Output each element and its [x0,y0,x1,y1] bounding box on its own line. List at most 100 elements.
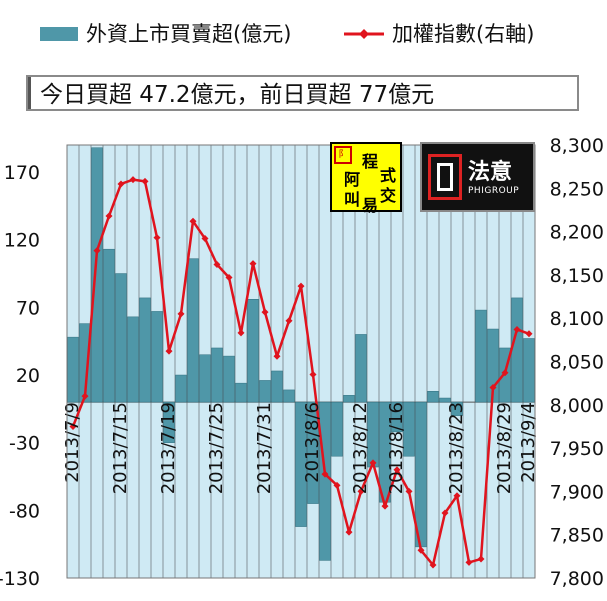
logo1-char: 阿 [344,170,361,189]
index-point [405,487,413,495]
bar [523,338,535,403]
bar [355,334,367,403]
bar [91,147,103,403]
bar [439,397,451,403]
y-right-tick-label: 8,050 [550,352,604,374]
index-point [69,422,77,430]
y-right-tick-label: 8,300 [550,135,604,157]
bar [223,355,235,403]
legend-line-label: 加權指數(右軸) [392,22,535,46]
bar [451,401,463,416]
y-left-tick-label: 120 [4,230,40,252]
summary-text: 今日買超 47.2億元，前日買超 77億元 [40,82,435,108]
index-point [333,481,341,489]
index-point [477,555,485,563]
index-point [429,561,437,569]
index-point [345,528,353,536]
logo1-char: 交 [380,186,397,205]
index-point [465,558,473,566]
bar [271,370,283,403]
index-point [81,392,89,400]
index-point [381,502,389,510]
y-left-tick-label: -30 [9,433,40,455]
logo2-brand: 法意 [468,160,513,185]
bar [511,297,523,403]
legend-bar-label: 外資上市買賣超(億元) [86,22,292,46]
index-point [525,330,533,338]
index-point [153,234,161,242]
x-tick-label: 2013/7/15 [110,402,131,494]
index-point [273,352,281,360]
legend-line-swatch [344,29,384,39]
grid-lines [67,145,535,578]
y-right-tick-label: 7,800 [550,568,604,590]
bar [211,347,223,403]
index-point [393,466,401,474]
bar [115,273,127,403]
bar [259,380,271,403]
bar [163,401,175,443]
index-point [261,308,269,316]
index-point [513,325,521,333]
index-point [417,546,425,554]
index-point [225,273,233,281]
right-axis-ticks: 7,800 7,850 7,900 7,950 8,000 8,050 8,100 8,150… [550,135,604,590]
index-point [129,176,137,184]
y-left-tick-label: -130 [0,568,40,590]
logo-tag-icon: 阝 [334,146,352,164]
bar [127,316,139,403]
y-right-tick-label: 8,250 [550,178,604,200]
legend-line-entry: 加權指數(右軸) [342,18,534,48]
y-left-tick-label: 20 [16,365,40,387]
y-left-tick-label: 170 [4,162,40,184]
phigroup-mark-icon [428,154,462,200]
bar [307,401,319,504]
x-tick-label: 2013/8/23 [446,402,467,494]
y-left-tick-label: 70 [16,297,40,319]
index-point [357,487,365,495]
x-axis-ticks: 2013/7/9 2013/7/15 2013/7/19 2013/7/25 2013/… [62,402,539,494]
x-tick-label: 2013/8/6 [302,402,323,483]
index-point [93,247,101,255]
x-tick-label: 2013/7/19 [158,402,179,494]
line-series [69,176,533,569]
bar [319,401,331,561]
index-point [117,180,125,188]
bar [67,336,79,403]
index-point [237,329,245,337]
logo2-sub: PHIGROUP [468,186,520,196]
index-point [249,260,257,268]
index-point [309,370,317,378]
y-right-tick-label: 8,200 [550,222,604,244]
index-point [189,217,197,225]
x-tick-label: 2013/7/9 [62,402,83,483]
y-right-tick-label: 7,900 [550,481,604,503]
x-tick-label: 2013/8/29 [494,402,515,494]
bar [187,258,199,403]
left-axis-ticks: -130 -80 -30 20 70 120 170 [0,162,40,590]
x-tick-label: 2013/7/31 [254,402,275,494]
bar [403,401,415,457]
x-tick-label: 2013/8/16 [386,402,407,494]
legend-bar-swatch [40,27,78,41]
index-point [489,383,497,391]
index-point [453,492,461,500]
y-right-tick-label: 7,950 [550,438,604,460]
index-point [369,459,377,467]
bar [199,354,211,403]
x-tick-label: 2013/7/25 [206,402,227,494]
logo1-char: 叫 [344,190,361,209]
logo-program-trading: 阝 程 式 阿 交 叫 易 [330,142,402,215]
index-point [177,310,185,318]
index-point [321,470,329,478]
bar [391,401,403,433]
index-point [105,212,113,220]
index-point [297,282,305,290]
index-point [165,347,173,355]
index-point [441,509,449,517]
y-right-tick-label: 8,000 [550,395,604,417]
x-tick-label: 2013/8/12 [350,402,371,494]
y-right-tick-label: 8,150 [550,265,604,287]
logo1-char: 式 [380,166,397,185]
